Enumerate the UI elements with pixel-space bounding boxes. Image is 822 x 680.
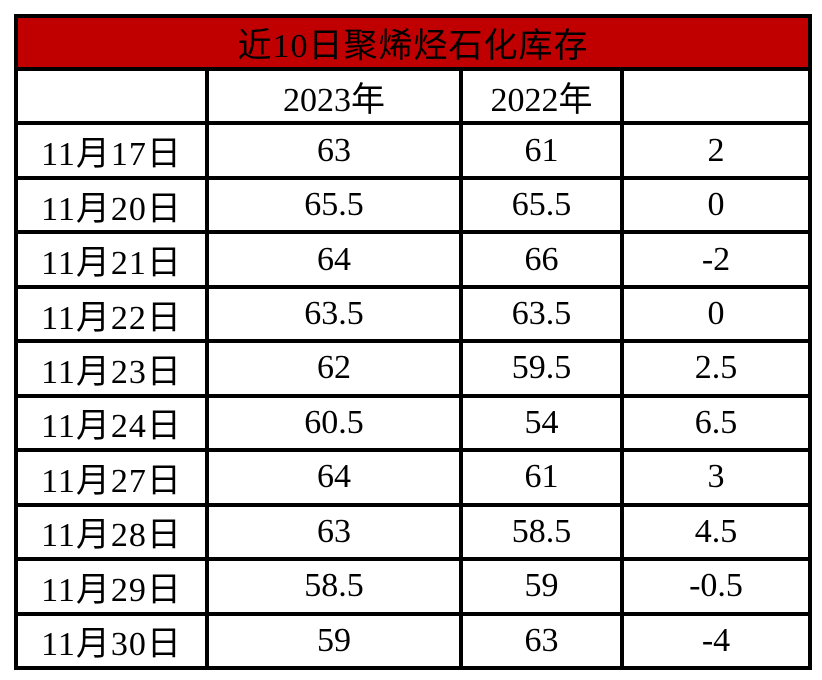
value-2022-cell: 66 [459, 230, 624, 289]
table-row: 11月29日 58.5 59 -0.5 [14, 557, 812, 616]
value-2023-cell: 64 [205, 448, 463, 507]
diff-cell: 0 [620, 175, 812, 235]
value-2023-cell: 63 [205, 121, 463, 180]
date-cell: 11月28日 [14, 502, 209, 562]
value-2023-cell: 63.5 [205, 284, 463, 344]
date-cell: 11月24日 [14, 393, 209, 453]
date-cell: 11月17日 [14, 121, 209, 180]
value-2022-cell: 61 [459, 448, 624, 507]
diff-cell: -0.5 [620, 557, 812, 616]
table-row: 11月24日 60.5 54 6.5 [14, 393, 812, 453]
value-2023-cell: 60.5 [205, 393, 463, 453]
date-cell: 11月21日 [14, 230, 209, 289]
header-empty-last [620, 66, 812, 126]
value-2022-cell: 61 [459, 121, 624, 180]
header-2023: 2023年 [205, 66, 463, 126]
value-2023-cell: 65.5 [205, 175, 463, 235]
diff-cell: -2 [620, 230, 812, 289]
value-2022-cell: 63 [459, 611, 624, 671]
diff-cell: 2.5 [620, 339, 812, 398]
value-2022-cell: 63.5 [459, 284, 624, 344]
header-row: 2023年 2022年 [14, 66, 812, 126]
date-cell: 11月20日 [14, 175, 209, 235]
table-row: 11月23日 62 59.5 2.5 [14, 339, 812, 398]
value-2022-cell: 65.5 [459, 175, 624, 235]
table-row: 11月22日 63.5 63.5 0 [14, 284, 812, 344]
diff-cell: 2 [620, 121, 812, 180]
inventory-table: 近10日聚烯烃石化库存 2023年 2022年 11月17日 63 61 2 1… [14, 14, 812, 671]
value-2023-cell: 62 [205, 339, 463, 398]
diff-cell: -4 [620, 611, 812, 671]
value-2023-cell: 64 [205, 230, 463, 289]
date-cell: 11月29日 [14, 557, 209, 616]
date-cell: 11月27日 [14, 448, 209, 507]
value-2022-cell: 58.5 [459, 502, 624, 562]
header-empty-first [14, 66, 209, 126]
diff-cell: 0 [620, 284, 812, 344]
table-row: 11月20日 65.5 65.5 0 [14, 175, 812, 235]
value-2023-cell: 58.5 [205, 557, 463, 616]
table-row: 11月27日 64 61 3 [14, 448, 812, 507]
diff-cell: 4.5 [620, 502, 812, 562]
table-row: 11月17日 63 61 2 [14, 121, 812, 180]
table-title: 近10日聚烯烃石化库存 [14, 14, 812, 71]
value-2023-cell: 59 [205, 611, 463, 671]
value-2022-cell: 54 [459, 393, 624, 453]
title-row: 近10日聚烯烃石化库存 [14, 14, 812, 71]
value-2022-cell: 59.5 [459, 339, 624, 398]
date-cell: 11月30日 [14, 611, 209, 671]
date-cell: 11月23日 [14, 339, 209, 398]
date-cell: 11月22日 [14, 284, 209, 344]
table-row: 11月28日 63 58.5 4.5 [14, 502, 812, 562]
diff-cell: 3 [620, 448, 812, 507]
header-2022: 2022年 [459, 66, 624, 126]
value-2022-cell: 59 [459, 557, 624, 616]
table-row: 11月21日 64 66 -2 [14, 230, 812, 289]
table-row: 11月30日 59 63 -4 [14, 611, 812, 671]
diff-cell: 6.5 [620, 393, 812, 453]
value-2023-cell: 63 [205, 502, 463, 562]
